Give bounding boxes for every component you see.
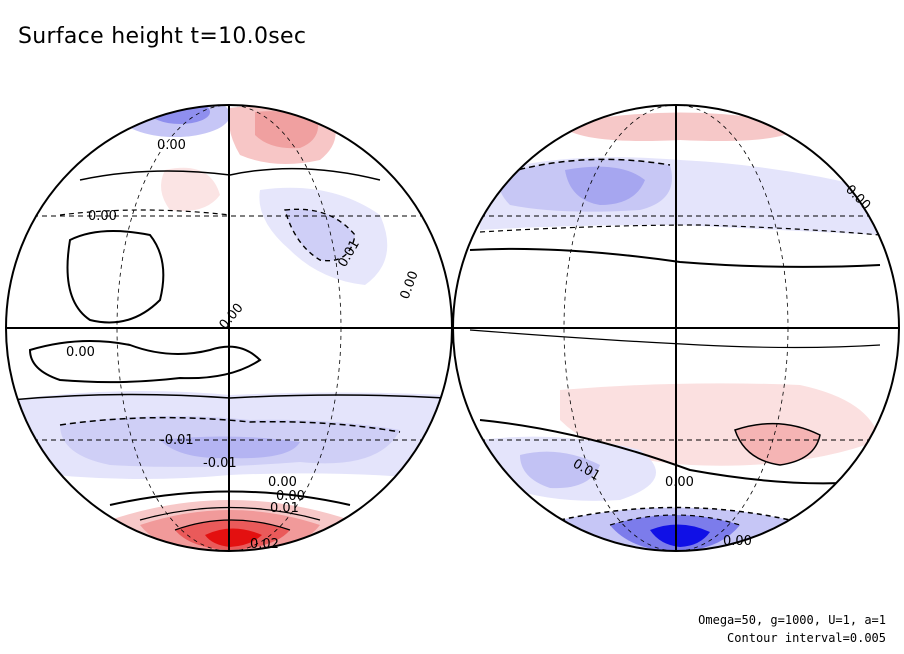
contour-label: -0.01 <box>203 456 237 471</box>
contour-label: -0.01 <box>160 433 194 448</box>
model-params: Omega=50, g=1000, U=1, a=1 <box>698 613 886 627</box>
contour-label: 0.00 <box>276 489 305 504</box>
parameter-footer: Omega=50, g=1000, U=1, a=1 Contour inter… <box>698 611 886 647</box>
contour-label: 0.00 <box>88 209 117 224</box>
contour-label: 0.00 <box>398 269 422 301</box>
contour-label: 0.02 <box>250 537 279 552</box>
right-globe-outline <box>452 104 900 552</box>
contour-label: 0.00 <box>268 475 297 490</box>
left-shading <box>6 105 452 551</box>
contour-label: 0.00 <box>66 345 95 360</box>
contour-label: 0.00 <box>723 534 752 549</box>
contour-label: 0.01 <box>270 501 299 516</box>
right-hemisphere <box>452 104 900 552</box>
contour-label: 0.00 <box>157 138 186 153</box>
contour-label: 0.00 <box>665 475 694 490</box>
contour-interval: Contour interval=0.005 <box>727 631 886 645</box>
right-shading <box>453 105 899 551</box>
plot-title: Surface height t=10.0sec <box>18 24 307 49</box>
